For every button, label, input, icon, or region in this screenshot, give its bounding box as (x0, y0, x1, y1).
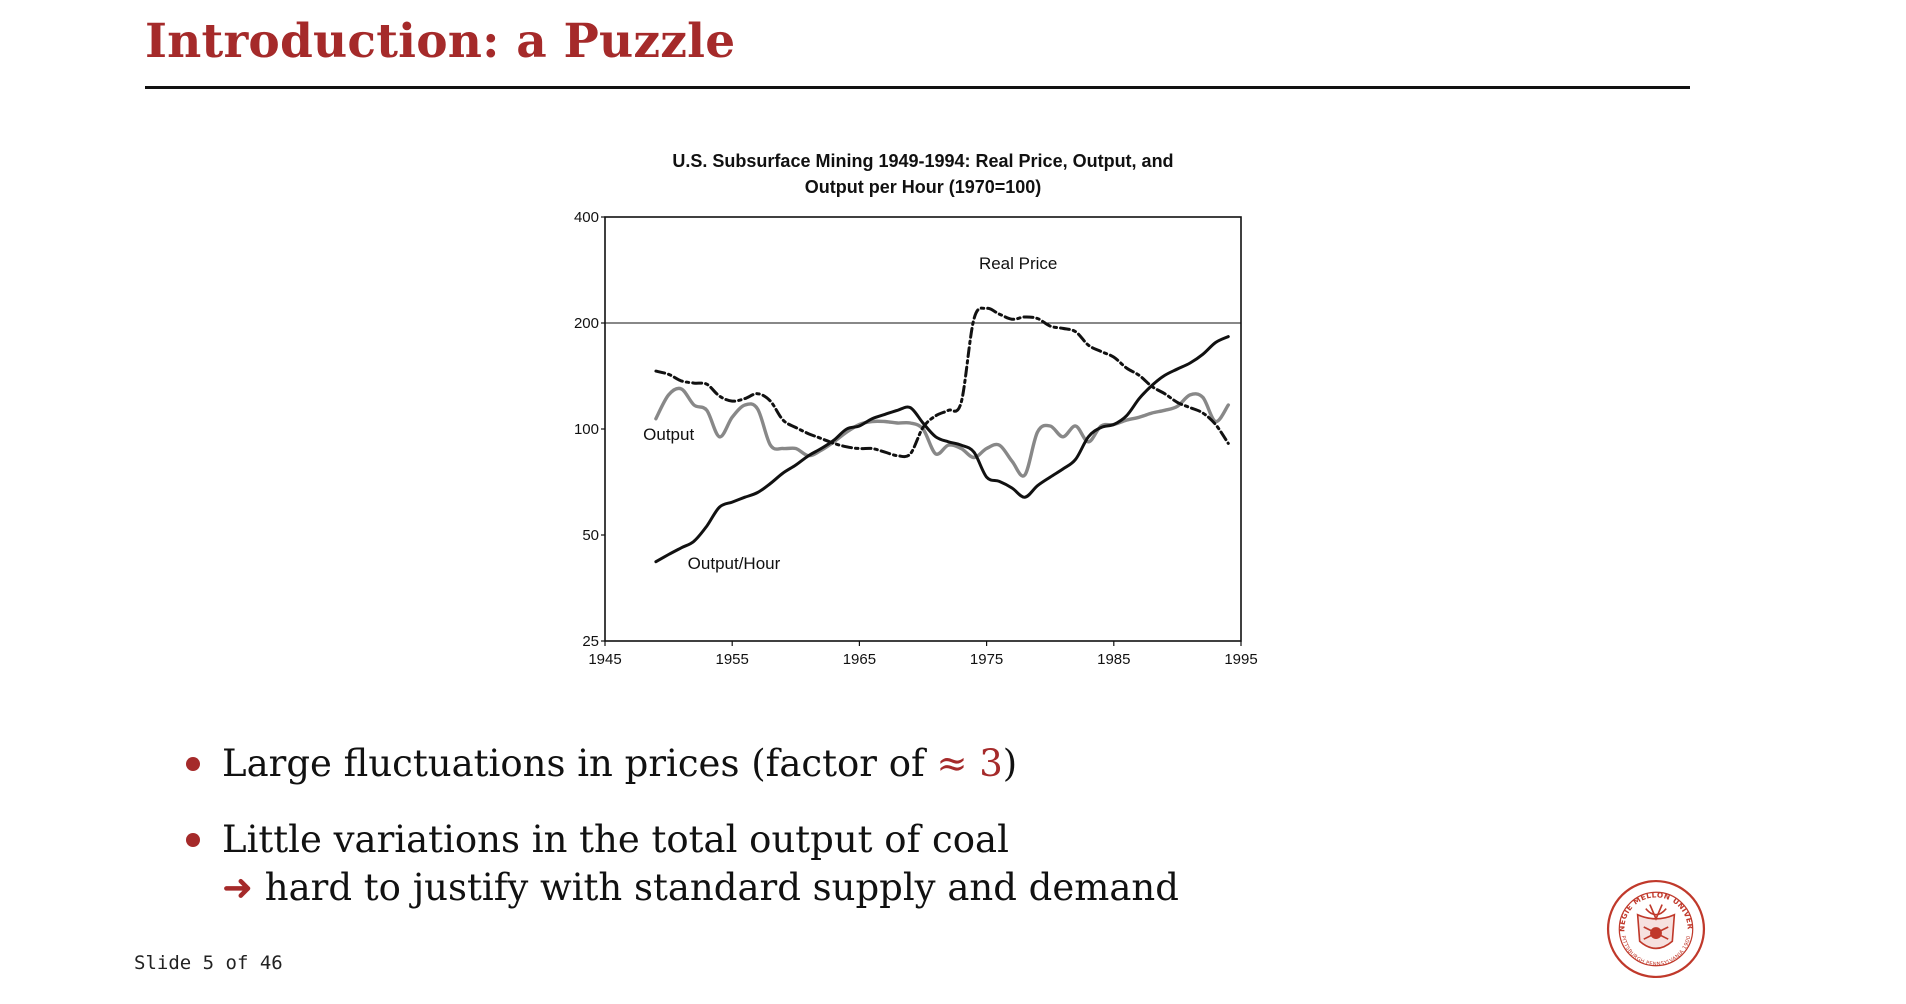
carnegie-mellon-seal-icon: CARNEGIE MELLON UNIVERSITY PITTSBURGH PE… (1605, 878, 1706, 979)
series-line-output (654, 386, 1230, 478)
slide-counter: Slide 5 of 46 (134, 952, 283, 974)
bullet-text-end: ) (1002, 742, 1018, 785)
chart-title-line: Output per Hour (1970=100) (805, 177, 1042, 197)
series-line-output-hour (654, 335, 1230, 564)
x-tick-label: 1955 (716, 651, 749, 668)
series-labels: Output Real Price Output/Hour (643, 254, 1057, 573)
series-label-output-hour: Output/Hour (688, 554, 781, 573)
series-label-output: Output (643, 425, 694, 444)
bullet-accent-value: ≈ 3 (936, 742, 1003, 785)
series-layer (654, 306, 1230, 564)
bullet-subline-text: hard to justify with standard supply and… (253, 866, 1179, 909)
x-axis: 1945 1955 1965 1975 1985 1995 (588, 641, 1258, 668)
y-tick-label: 50 (582, 527, 599, 544)
y-axis: 25 50 100 200 400 (574, 209, 605, 650)
chart-title-line: U.S. Subsurface Mining 1949-1994: Real P… (672, 151, 1173, 171)
series-label-real-price: Real Price (979, 254, 1057, 273)
bullet-dot-icon (186, 757, 200, 771)
slide-title: Introduction: a Puzzle (145, 14, 736, 69)
y-tick-label: 100 (574, 421, 599, 438)
bullet-list: Large fluctuations in prices (factor of … (180, 740, 1179, 912)
x-tick-label: 1985 (1097, 651, 1130, 668)
bullet-subline: ➜ hard to justify with standard supply a… (222, 864, 1179, 912)
x-tick-label: 1945 (588, 651, 621, 668)
x-tick-label: 1995 (1224, 651, 1257, 668)
x-tick-label: 1975 (970, 651, 1003, 668)
y-tick-label: 400 (574, 209, 599, 226)
bullet-price-fluctuations: Large fluctuations in prices (factor of … (180, 740, 1179, 788)
x-tick-label: 1965 (843, 651, 876, 668)
bullet-text: Large fluctuations in prices (factor of (222, 742, 937, 785)
y-tick-label: 25 (582, 633, 599, 650)
mining-chart: U.S. Subsurface Mining 1949-1994: Real P… (574, 151, 1258, 668)
arrow-right-icon: ➜ (222, 866, 254, 909)
title-divider (145, 86, 1690, 89)
bullet-text: Little variations in the total output of… (222, 818, 1009, 861)
series-line-real-price (654, 306, 1230, 459)
bullet-dot-icon (186, 833, 200, 847)
bullet-output-variation: Little variations in the total output of… (180, 816, 1179, 912)
chart-title: U.S. Subsurface Mining 1949-1994: Real P… (672, 151, 1173, 197)
y-tick-label: 200 (574, 315, 599, 332)
